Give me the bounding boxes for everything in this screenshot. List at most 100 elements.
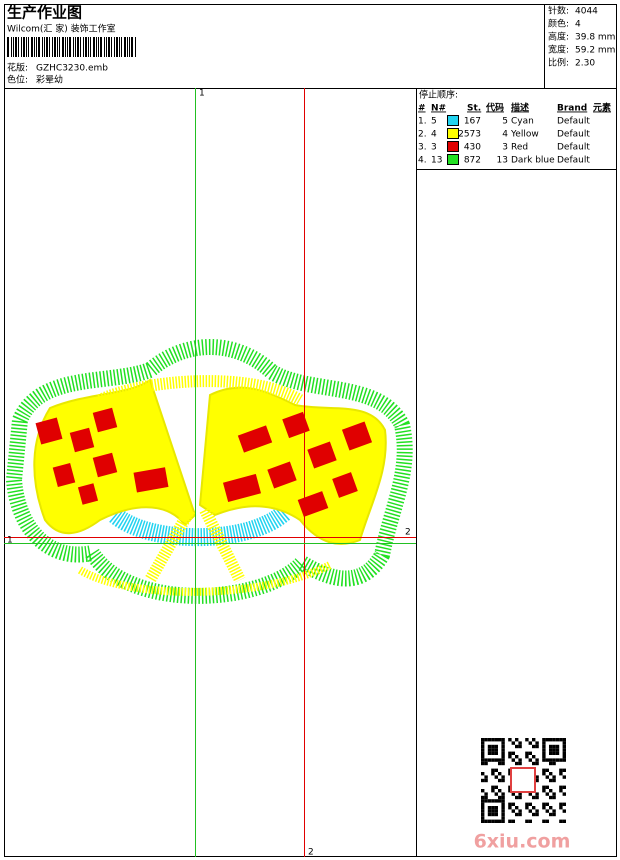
qr-module [545,768,549,772]
barcode-bar [114,37,115,57]
qr-module [535,795,539,800]
qr-module [552,778,556,783]
qr-module [481,816,485,820]
qr-module [559,768,563,772]
qr-module [562,768,566,772]
qr-module [481,802,485,806]
qr-module [481,789,485,793]
qr-module [508,785,512,789]
qr-module [501,809,505,813]
qr-module [515,738,519,742]
qr-module [552,751,556,755]
qr-module [484,819,488,823]
qr-module [518,761,522,766]
barcode-bar [108,37,110,57]
row-code: 4 [502,130,508,140]
barcode-bar [42,37,43,57]
axis-label-bottom: 2 [308,848,314,858]
barcode-bar [28,37,29,57]
barcode-bar [127,37,128,57]
qr-module [552,775,556,779]
qr-module [549,795,553,800]
qr-module [552,758,556,762]
barcode-bar [98,37,99,57]
qr-module [518,809,522,813]
qr-module [525,819,529,823]
qr-module [491,789,495,793]
qr-module [481,819,485,823]
qr-module [498,738,502,742]
qr-module [545,775,549,779]
qr-module [542,789,546,793]
barcode-bar [44,37,45,57]
color-swatch [447,141,459,152]
qr-module [552,744,556,749]
qr-module [501,806,505,810]
qr-module [511,819,515,823]
qr-module [508,772,512,776]
qr-module [491,785,495,789]
qr-module [562,755,566,759]
barcode-bar [52,37,53,57]
qr-module [528,751,532,755]
barcode-bar [26,37,27,57]
qr-module [494,748,498,752]
barcode-bar [46,37,48,57]
qr-module [549,772,553,776]
qr-module [498,758,502,762]
qr-module [494,799,498,803]
qr-module [487,738,492,742]
qr-module [549,806,553,810]
qr-module [542,772,546,776]
barcode-bar [7,37,9,57]
qr-module [562,741,566,745]
row-brand: Default [557,130,590,140]
qr-module [542,819,546,823]
row-index: 2. [418,130,427,140]
qr-module [549,758,553,762]
barcode-bar [111,37,112,57]
qr-module [559,819,563,823]
row-needle: 4 [431,130,437,140]
qr-module [562,738,566,742]
qr-module [501,795,505,800]
sheet-title: 生产作业图 [7,4,82,22]
qr-module [562,758,566,762]
qr-module [542,768,546,772]
qr-module [532,755,536,759]
colorway: 彩晕幼 [36,74,63,86]
row-needle: 5 [431,117,437,127]
row-index: 1. [418,117,427,127]
qr-module [549,744,553,749]
column-header: 元素 [593,102,611,114]
barcode-bar [75,37,76,57]
qr-module [487,806,492,810]
flag-poles [144,507,246,583]
qr-module [501,799,505,803]
spec-label: 宽度: [548,44,569,56]
qr-module [562,819,566,823]
barcode-bar [104,37,105,57]
barcode-bar [59,37,60,57]
barcode-bar [121,37,122,57]
qr-module [528,802,532,806]
qr-module [562,744,566,749]
qr-module [494,775,498,779]
qr-module [542,802,546,806]
qr-module [508,819,512,823]
qr-module [549,778,553,783]
qr-module [487,819,492,823]
barcode-bar [96,37,97,57]
barcode-bar [62,37,64,57]
qr-module [555,744,560,749]
qr-module [491,748,495,752]
qr-module [545,738,549,742]
qr-module [491,806,495,810]
qr-module [494,792,498,796]
qr-module [494,768,498,772]
qr-module [484,795,488,800]
barcode-bar [100,37,102,57]
qr-module [542,744,546,749]
qr-module [518,758,522,762]
